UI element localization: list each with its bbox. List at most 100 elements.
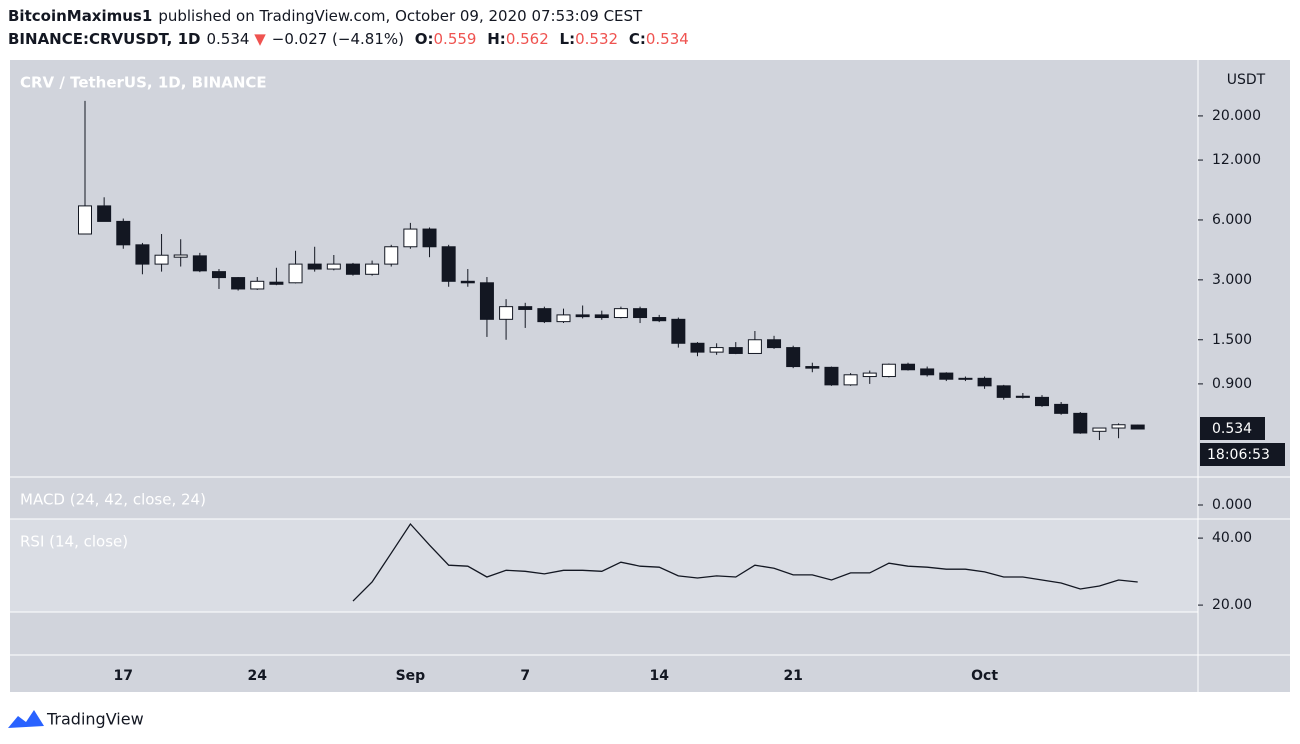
candle-body: [1092, 427, 1107, 432]
y-tick-label: 20.00: [1212, 597, 1252, 613]
candle-body: [116, 220, 131, 246]
candle-body: [767, 339, 782, 349]
candle-body: [747, 339, 762, 354]
candle-body: [977, 377, 992, 387]
x-tick-label: 14: [649, 668, 669, 684]
author: BitcoinMaximus1: [8, 7, 153, 25]
h-label: H:: [487, 30, 506, 48]
candle-body: [211, 271, 226, 279]
rsi-line: [352, 522, 1138, 602]
candle-body: [78, 205, 92, 235]
candle-body: [1054, 403, 1069, 414]
c-label: C:: [628, 30, 646, 48]
y-tick-label: 0.000: [1212, 497, 1252, 513]
candle-body: [518, 306, 533, 310]
x-tick-label: 21: [783, 668, 802, 684]
candle-body: [843, 374, 858, 386]
candle-body: [460, 280, 475, 284]
candle-body: [958, 377, 973, 380]
candle-body: [613, 308, 628, 319]
low: 0.532: [575, 30, 619, 48]
candle-body: [901, 363, 916, 371]
last-price-label: 0.534: [1212, 421, 1252, 437]
y-axis-label: USDT: [1227, 72, 1266, 88]
y-tick-label: 12.000: [1212, 152, 1261, 168]
candle-body: [594, 314, 609, 319]
candle-body: [1073, 412, 1088, 434]
chart-title: CRV / TetherUS, 1D, BINANCE: [20, 74, 267, 92]
candle-body: [996, 385, 1011, 398]
candle-body: [499, 306, 514, 320]
header-line-1: BitcoinMaximus1 published on TradingView.…: [8, 7, 642, 25]
candle-body: [939, 372, 954, 380]
candle-body: [1130, 424, 1145, 430]
arrow: ▼: [254, 30, 266, 48]
candle-body: [728, 347, 743, 354]
y-tick-label: 40.00: [1212, 530, 1252, 546]
candle-body: [862, 372, 877, 378]
logo: [8, 710, 44, 728]
price: 0.534: [206, 30, 250, 48]
candle-body: [709, 347, 724, 353]
countdown: 18:06:53: [1207, 447, 1270, 463]
candle-body: [365, 263, 380, 275]
candle-body: [633, 308, 648, 319]
candle-body: [135, 244, 150, 265]
candle-body: [575, 314, 590, 318]
candle-body: [384, 246, 399, 265]
x-tick-label: Oct: [971, 668, 998, 684]
last-price-box: [1200, 417, 1265, 440]
header-line-2: BINANCE:CRVUSDT, 1D 0.534 ▼ −0.027 (−4.81%…: [8, 30, 689, 48]
candle-body: [403, 228, 418, 248]
candle-body: [671, 318, 686, 344]
candle-body: [154, 254, 169, 265]
candle-body: [173, 254, 188, 258]
candle-body: [345, 263, 360, 275]
candle-body: [1111, 424, 1126, 429]
symbol: BINANCE:CRVUSDT, 1D: [8, 30, 201, 48]
y-tick-label: 1.500: [1212, 332, 1252, 348]
y-tick-label: 0.900: [1212, 376, 1252, 392]
candle-body: [307, 263, 322, 270]
candle-body: [479, 282, 494, 320]
candle-body: [192, 255, 207, 272]
brand: TradingView: [46, 710, 144, 729]
candle-body: [920, 368, 935, 376]
rsi-title: RSI (14, close): [20, 533, 128, 551]
candle-body: [881, 363, 896, 378]
high: 0.562: [505, 30, 549, 48]
y-tick-label: 6.000: [1212, 212, 1252, 228]
candle-body: [537, 308, 552, 323]
candle-body: [97, 205, 112, 222]
o-label: O:: [414, 30, 434, 48]
candle-body: [786, 347, 801, 368]
macd-title: MACD (24, 42, close, 24): [20, 491, 206, 509]
l-label: L:: [559, 30, 576, 48]
x-tick-label: 7: [520, 668, 530, 684]
countdown-box: [1200, 443, 1285, 466]
candle-body: [1015, 395, 1030, 398]
candle-body: [824, 366, 839, 386]
x-tick-label: Sep: [396, 668, 426, 684]
candle-body: [231, 277, 246, 290]
candle-body: [326, 263, 341, 270]
rsi-band: [10, 519, 1198, 612]
open: 0.559: [433, 30, 477, 48]
x-tick-label: 24: [248, 668, 268, 684]
candle-body: [269, 281, 284, 285]
y-tick-label: 20.000: [1212, 108, 1261, 124]
close: 0.534: [645, 30, 689, 48]
candle-body: [422, 228, 437, 248]
candle-body: [652, 317, 667, 322]
change: −0.027 (−4.81%): [271, 30, 404, 48]
logo-icon: [8, 710, 44, 728]
candle-body: [250, 280, 265, 290]
published: published on TradingView.com, October 09…: [158, 7, 643, 25]
y-tick-label: 3.000: [1212, 272, 1252, 288]
candle-body: [441, 246, 456, 282]
candle-body: [1035, 396, 1049, 407]
candle-body: [805, 366, 820, 369]
candle-body: [288, 263, 303, 284]
